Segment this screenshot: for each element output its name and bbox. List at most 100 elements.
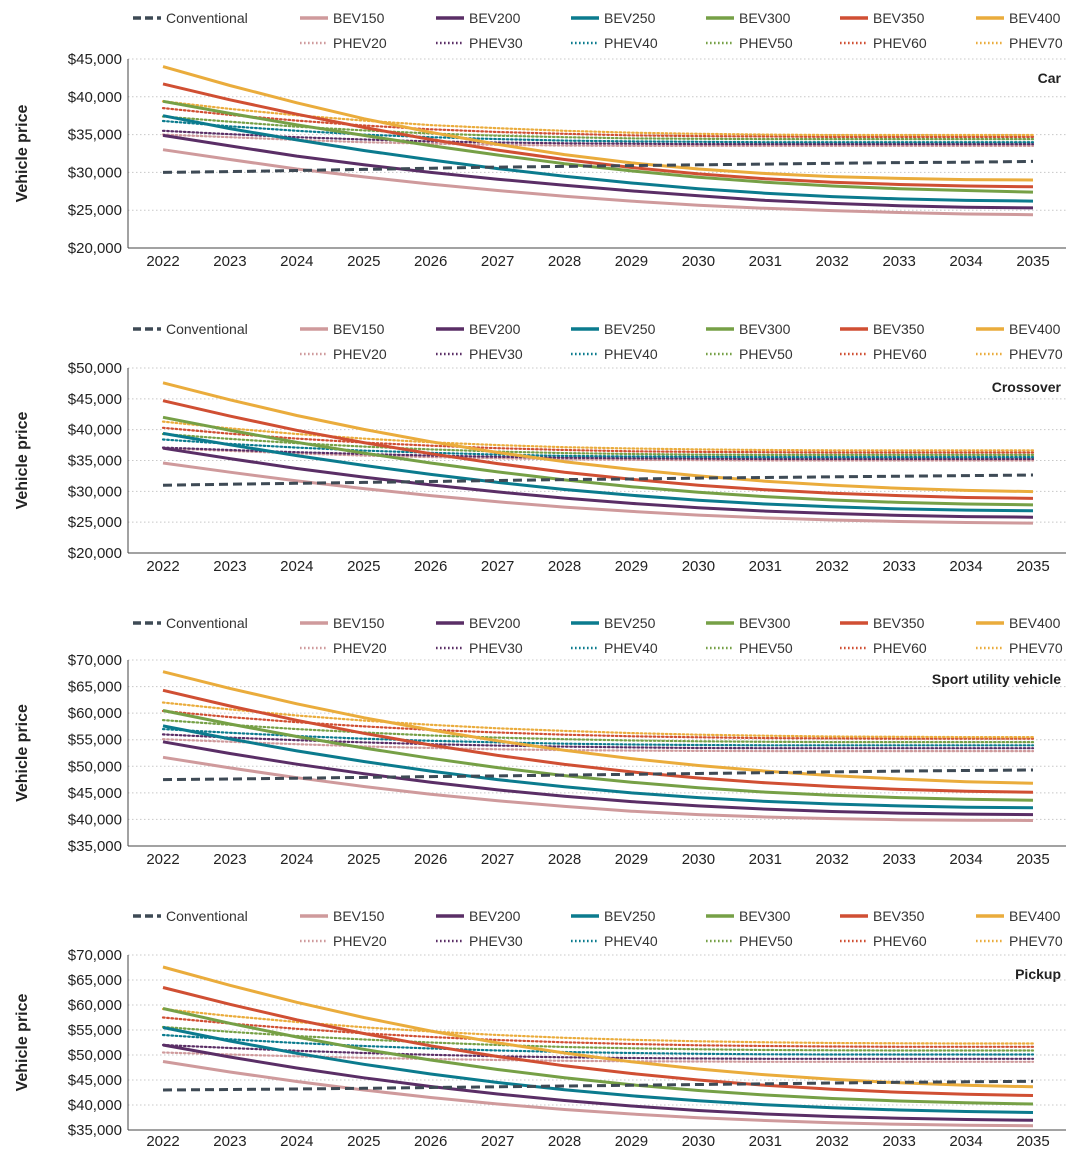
chart-title: Crossover xyxy=(992,379,1062,395)
legend-label-bev300: BEV300 xyxy=(739,615,791,631)
legend-item-bev400: BEV400 xyxy=(976,10,1061,26)
x-tick-label: 2025 xyxy=(347,253,380,270)
series-line-phev70 xyxy=(161,100,1035,137)
x-tick-label: 2033 xyxy=(882,851,915,868)
legend-label-phev30: PHEV30 xyxy=(469,346,523,362)
x-tick-label: 2023 xyxy=(213,558,246,575)
legend-item-bev350: BEV350 xyxy=(840,10,925,26)
y-tick-label: $20,000 xyxy=(68,545,122,562)
series-line-phev50 xyxy=(161,1025,1035,1052)
series-line-phev30 xyxy=(161,129,1035,146)
x-tick-label: 2022 xyxy=(146,851,179,868)
y-tick-label: $55,000 xyxy=(68,1022,122,1039)
legend-item-conventional: Conventional xyxy=(133,615,248,631)
legend-item-phev50: PHEV50 xyxy=(706,346,793,362)
legend-item-bev200: BEV200 xyxy=(436,10,521,26)
x-tick-label: 2029 xyxy=(615,558,648,575)
legend-label-phev50: PHEV50 xyxy=(739,640,793,656)
legend-item-phev30: PHEV30 xyxy=(436,35,523,51)
y-tick-label: $70,000 xyxy=(68,652,122,669)
y-tick-label: $40,000 xyxy=(68,811,122,828)
legend-label-bev250: BEV250 xyxy=(604,908,656,924)
legend-item-phev70: PHEV70 xyxy=(976,346,1063,362)
chart-title: Car xyxy=(1038,70,1062,86)
legend-item-bev400: BEV400 xyxy=(976,615,1061,631)
x-tick-label: 2033 xyxy=(882,558,915,575)
x-tick-label: 2026 xyxy=(414,851,447,868)
legend-label-phev20: PHEV20 xyxy=(333,933,387,949)
legend-label-phev60: PHEV60 xyxy=(873,35,927,51)
legend-item-bev400: BEV400 xyxy=(976,321,1061,337)
legend-label-bev150: BEV150 xyxy=(333,615,385,631)
x-tick-label: 2035 xyxy=(1016,253,1049,270)
legend-item-bev300: BEV300 xyxy=(706,615,791,631)
x-tick-label: 2027 xyxy=(481,851,514,868)
legend-label-bev200: BEV200 xyxy=(469,615,521,631)
series-line-bev250 xyxy=(162,1026,1034,1114)
chart-panel-pickup: Conventional BEV150 BEV200 BEV250 BEV300 BEV3… xyxy=(14,908,1066,1150)
legend-label-phev30: PHEV30 xyxy=(469,933,523,949)
x-tick-label: 2031 xyxy=(749,558,782,575)
series-line-phev60 xyxy=(161,106,1035,138)
series-line-phev70 xyxy=(161,420,1035,452)
series-line-conventional xyxy=(162,768,1034,782)
series-line-bev250 xyxy=(162,114,1034,203)
x-tick-label: 2029 xyxy=(615,1133,648,1150)
x-tick-label: 2022 xyxy=(146,1133,179,1150)
x-tick-label: 2030 xyxy=(682,253,715,270)
legend-label-phev60: PHEV60 xyxy=(873,933,927,949)
legend-item-bev200: BEV200 xyxy=(436,908,521,924)
legend-item-bev300: BEV300 xyxy=(706,10,791,26)
legend-item-phev70: PHEV70 xyxy=(976,35,1063,51)
legend-label-bev150: BEV150 xyxy=(333,10,385,26)
legend-label-conventional: Conventional xyxy=(166,615,248,631)
legend-label-bev300: BEV300 xyxy=(739,10,791,26)
legend-label-conventional: Conventional xyxy=(166,321,248,337)
legend-item-bev250: BEV250 xyxy=(571,615,656,631)
x-tick-label: 2022 xyxy=(146,253,179,270)
y-tick-label: $40,000 xyxy=(68,1097,122,1114)
x-tick-label: 2032 xyxy=(816,558,849,575)
chart-title: Pickup xyxy=(1015,966,1061,982)
legend-item-phev60: PHEV60 xyxy=(840,35,927,51)
legend-item-bev250: BEV250 xyxy=(571,10,656,26)
legend-item-bev200: BEV200 xyxy=(436,321,521,337)
legend-label-bev350: BEV350 xyxy=(873,908,925,924)
y-tick-label: $45,000 xyxy=(68,785,122,802)
legend-item-conventional: Conventional xyxy=(133,908,248,924)
series-line-phev30 xyxy=(161,446,1035,461)
legend-label-bev150: BEV150 xyxy=(333,908,385,924)
legend-label-bev400: BEV400 xyxy=(1009,908,1061,924)
legend-label-phev40: PHEV40 xyxy=(604,640,658,656)
series-line-conventional xyxy=(162,159,1034,174)
legend-item-bev150: BEV150 xyxy=(300,615,385,631)
series-line-bev350 xyxy=(162,82,1034,189)
legend-label-bev350: BEV350 xyxy=(873,321,925,337)
y-tick-label: $45,000 xyxy=(68,391,122,408)
legend-label-phev30: PHEV30 xyxy=(469,35,523,51)
series-line-bev350 xyxy=(162,986,1034,1097)
legend-item-phev20: PHEV20 xyxy=(300,35,387,51)
x-tick-label: 2027 xyxy=(481,558,514,575)
y-tick-label: $50,000 xyxy=(68,360,122,377)
legend-item-bev150: BEV150 xyxy=(300,321,385,337)
x-tick-label: 2028 xyxy=(548,253,581,270)
legend-label-conventional: Conventional xyxy=(166,10,248,26)
y-tick-label: $35,000 xyxy=(68,838,122,855)
legend-label-phev40: PHEV40 xyxy=(604,35,658,51)
legend-item-phev30: PHEV30 xyxy=(436,346,523,362)
legend-item-phev20: PHEV20 xyxy=(300,346,387,362)
x-tick-label: 2023 xyxy=(213,253,246,270)
y-axis-label: Vehicle price xyxy=(14,411,31,509)
legend: Conventional BEV150 BEV200 BEV250 BEV300 BEV3… xyxy=(133,321,1063,362)
x-tick-label: 2030 xyxy=(682,851,715,868)
legend-label-phev50: PHEV50 xyxy=(739,933,793,949)
series-line-bev200 xyxy=(162,446,1034,519)
series-line-bev350 xyxy=(162,688,1034,794)
legend-item-bev300: BEV300 xyxy=(706,321,791,337)
legend-label-phev20: PHEV20 xyxy=(333,640,387,656)
x-tick-label: 2029 xyxy=(615,253,648,270)
series-line-bev150 xyxy=(162,1060,1034,1128)
chart-panel-crossover: Conventional BEV150 BEV200 BEV250 BEV300 BEV3… xyxy=(14,321,1066,575)
